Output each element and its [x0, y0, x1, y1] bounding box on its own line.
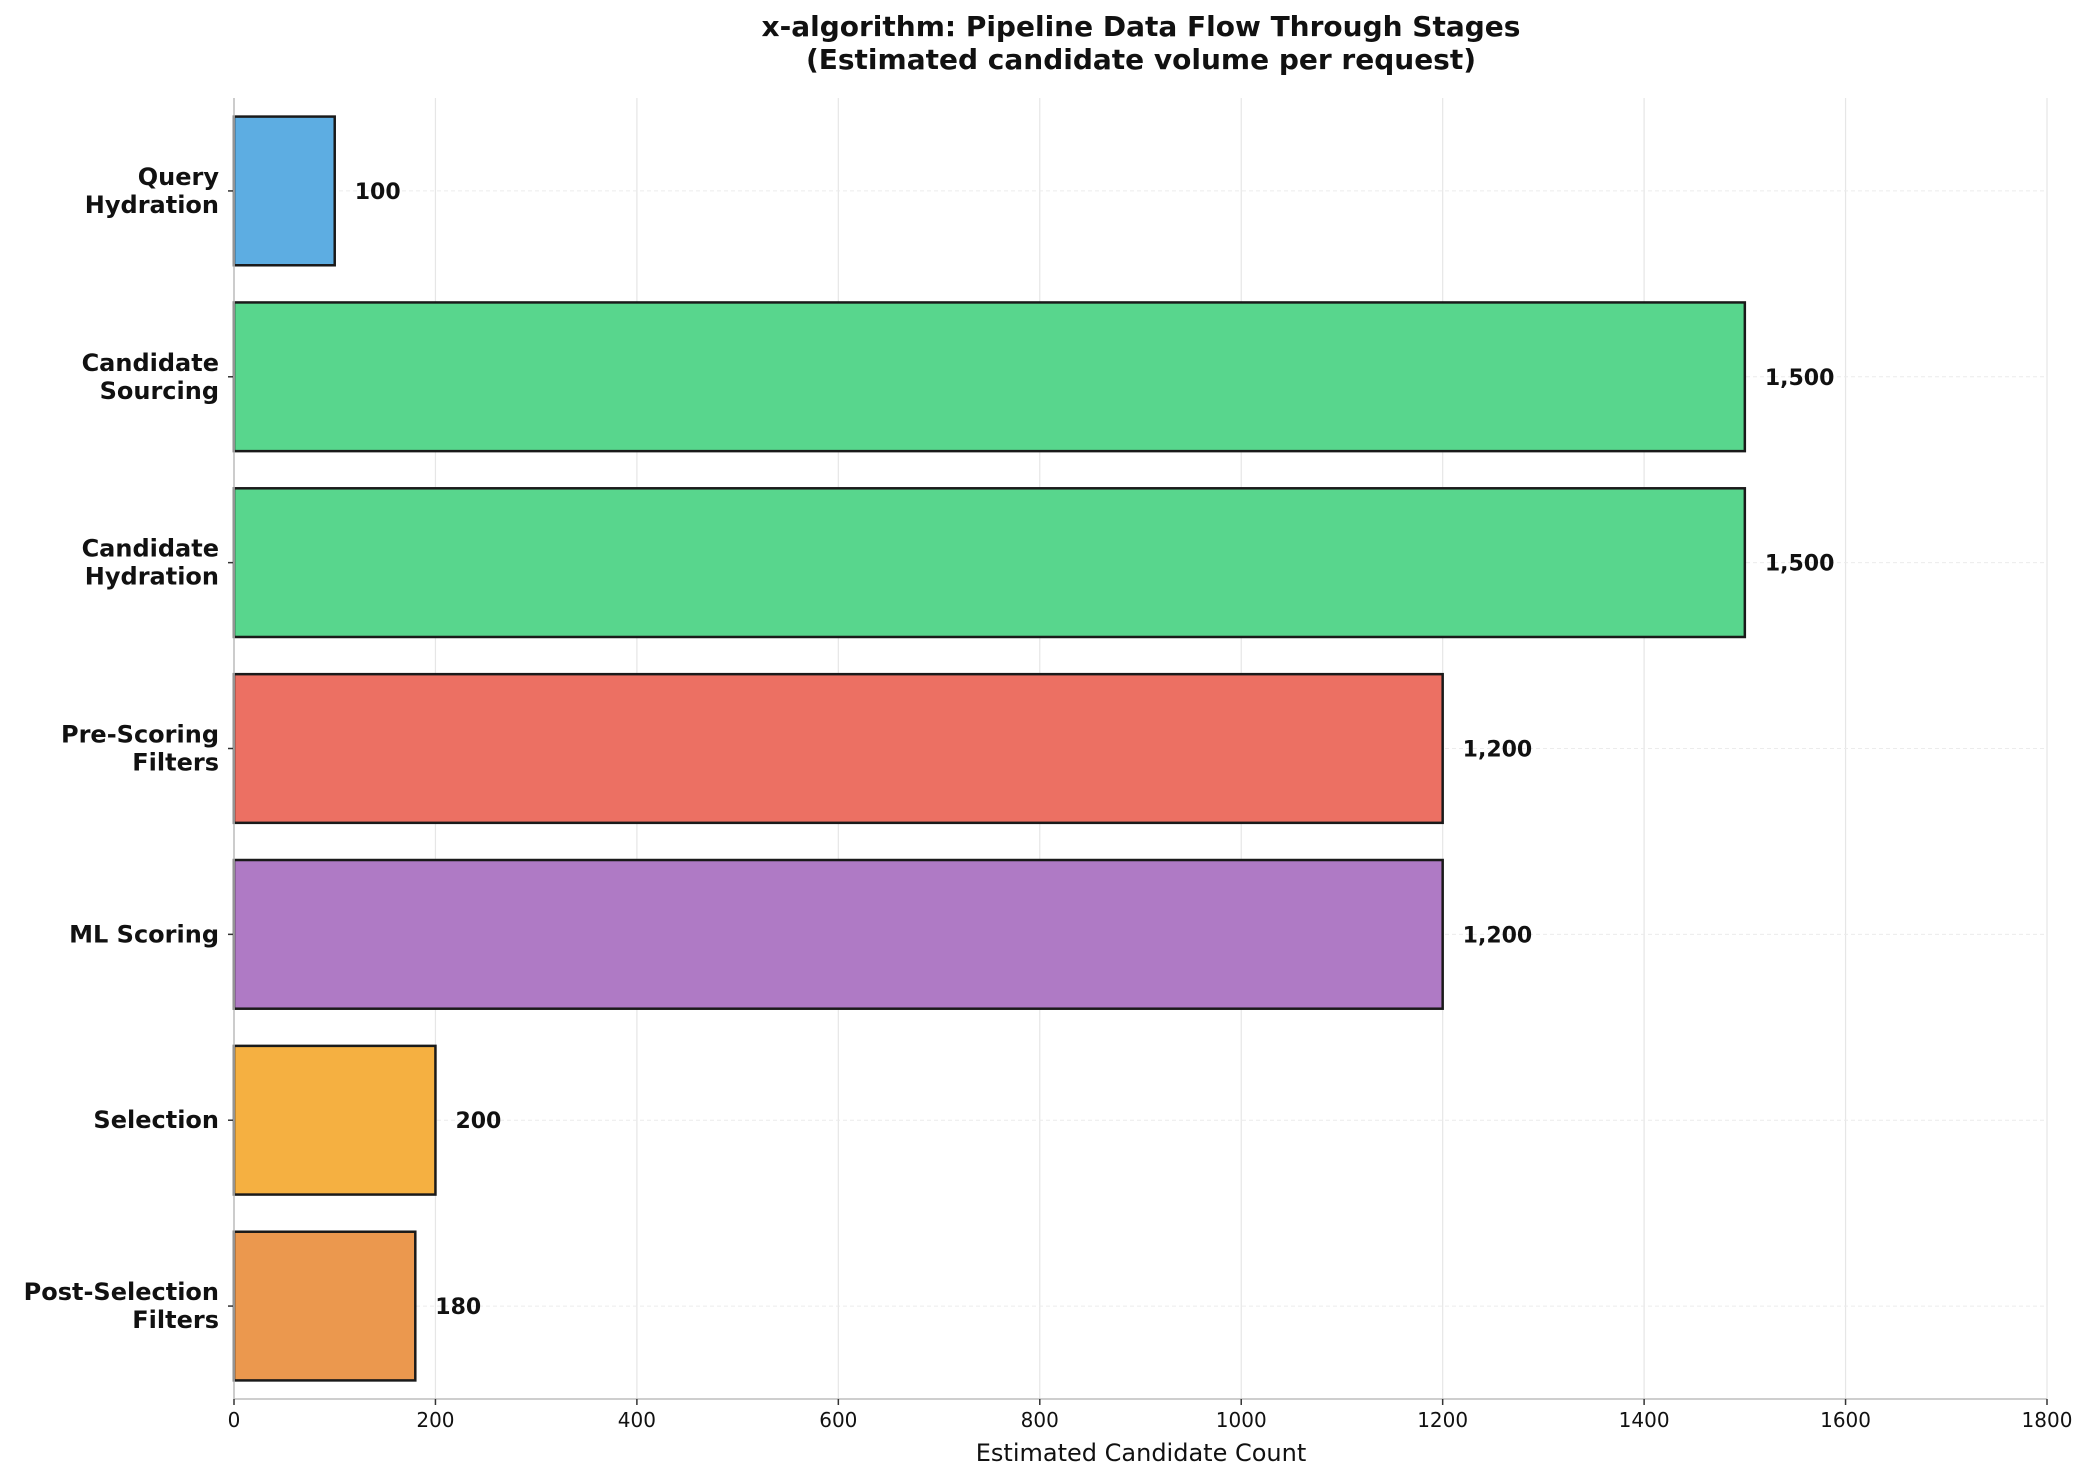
bar-value-label: 180 [435, 1295, 481, 1320]
bar [232, 301, 1747, 453]
axes: QueryHydrationCandidateSourcingCandidate… [24, 98, 2073, 1432]
category-label: Candidate [82, 535, 219, 563]
bar-value-label: 1,500 [1765, 552, 1835, 577]
bar [232, 1044, 437, 1196]
x-tick-label: 800 [1021, 1408, 1059, 1432]
category-label: Selection [93, 1106, 219, 1134]
x-tick-label: 1800 [2022, 1408, 2073, 1432]
category-label: Post-Selection [24, 1278, 219, 1306]
category-label: Hydration [85, 191, 219, 219]
x-tick-label: 1400 [1619, 1408, 1670, 1432]
x-tick-label: 0 [228, 1408, 241, 1432]
bar-value-label: 1,200 [1463, 738, 1533, 763]
category-label: Filters [132, 1306, 219, 1334]
bar [232, 115, 336, 267]
bar-value-label: 1,500 [1765, 366, 1835, 391]
x-tick-label: 400 [618, 1408, 656, 1432]
x-tick-label: 200 [416, 1408, 454, 1432]
chart-subtitle: (Estimated candidate volume per request) [806, 43, 1476, 76]
x-tick-label: 1000 [1216, 1408, 1267, 1432]
bar [232, 672, 1444, 825]
bar [232, 858, 1444, 1010]
category-label: Filters [132, 749, 219, 777]
bar-value-label: 200 [455, 1109, 501, 1134]
bar [232, 487, 1747, 639]
bar-value-label: 1,200 [1463, 923, 1533, 948]
x-tick-label: 1200 [1417, 1408, 1468, 1432]
category-label: Sourcing [100, 377, 219, 405]
chart-title: x-algorithm: Pipeline Data Flow Through … [762, 10, 1521, 43]
category-label: Pre-Scoring [61, 721, 219, 749]
x-tick-label: 600 [819, 1408, 857, 1432]
category-label: Query [138, 163, 220, 191]
category-label: Hydration [85, 563, 219, 591]
bar-value-label: 100 [355, 180, 401, 205]
bar [232, 1230, 417, 1382]
bars: 100 1,500 1,500 1,200 1,200 200 180 [232, 115, 1835, 1382]
x-axis-title: Estimated Candidate Count [976, 1439, 1306, 1467]
x-tick-label: 1600 [1820, 1408, 1871, 1432]
category-label: ML Scoring [69, 920, 219, 948]
category-label: Candidate [82, 349, 219, 377]
